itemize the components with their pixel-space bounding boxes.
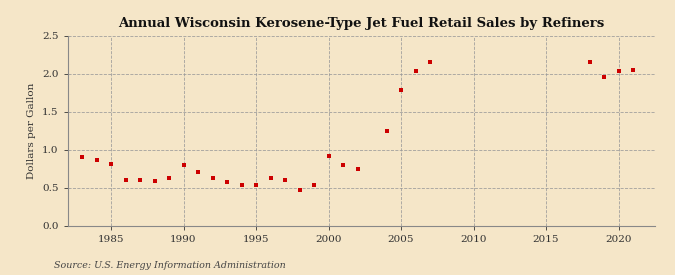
Point: [250, 183, 261, 188]
Point: [338, 163, 348, 167]
Point: [599, 75, 610, 79]
Point: [149, 179, 160, 184]
Point: [410, 69, 421, 74]
Point: [221, 180, 232, 185]
Point: [134, 178, 145, 182]
Point: [105, 162, 116, 166]
Point: [163, 176, 174, 181]
Point: [323, 154, 334, 159]
Point: [425, 60, 435, 65]
Point: [294, 188, 305, 192]
Point: [265, 176, 276, 181]
Point: [236, 182, 247, 187]
Point: [120, 178, 131, 182]
Point: [178, 163, 189, 167]
Point: [381, 129, 392, 134]
Point: [396, 87, 406, 92]
Point: [192, 169, 203, 174]
Point: [279, 178, 290, 182]
Point: [207, 176, 218, 181]
Text: Source: U.S. Energy Information Administration: Source: U.S. Energy Information Administ…: [54, 260, 286, 270]
Point: [91, 158, 102, 163]
Point: [613, 69, 624, 74]
Point: [352, 166, 363, 171]
Y-axis label: Dollars per Gallon: Dollars per Gallon: [28, 82, 36, 179]
Title: Annual Wisconsin Kerosene-Type Jet Fuel Retail Sales by Refiners: Annual Wisconsin Kerosene-Type Jet Fuel …: [118, 17, 604, 31]
Point: [308, 183, 319, 188]
Point: [628, 68, 639, 72]
Point: [76, 155, 87, 160]
Point: [584, 59, 595, 64]
